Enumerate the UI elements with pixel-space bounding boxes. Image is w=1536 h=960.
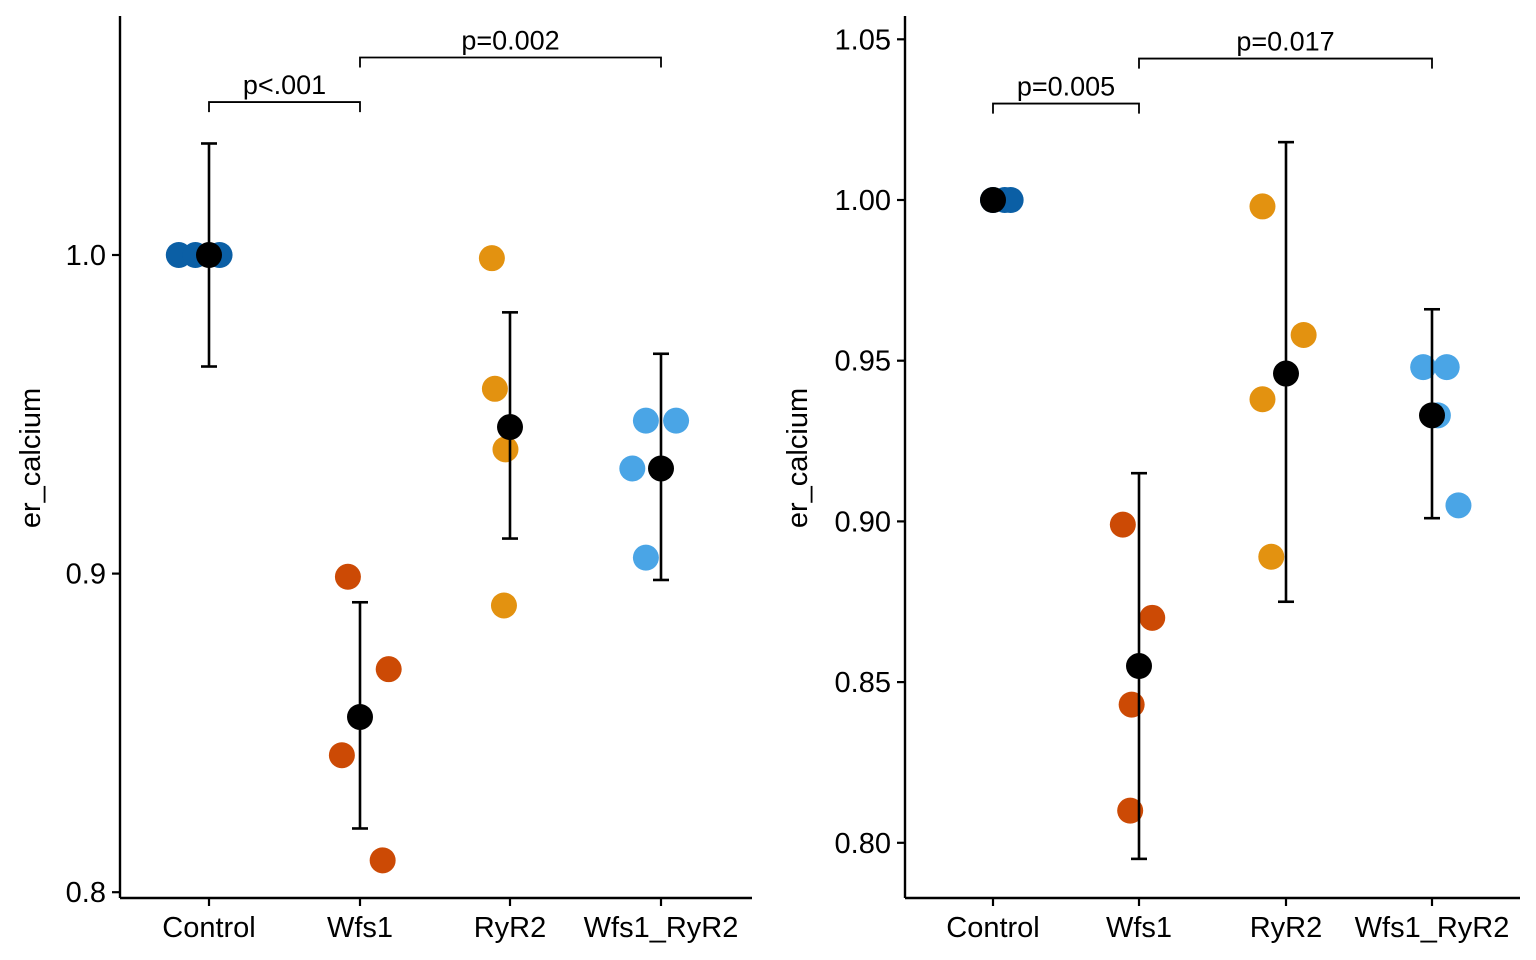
- mean-point: [1273, 360, 1299, 387]
- significance-bracket: [208, 101, 361, 113]
- data-point: [369, 847, 396, 874]
- x-tick-label: RyR2: [1250, 912, 1323, 944]
- data-point: [1258, 543, 1285, 570]
- y-tick-label: 1.00: [835, 185, 891, 217]
- data-point: [334, 563, 361, 590]
- p-value-label: p=0.002: [461, 25, 559, 55]
- x-tick-label: Control: [946, 912, 1040, 944]
- data-point: [492, 436, 519, 463]
- y-tick-label: 0.85: [835, 667, 891, 699]
- x-tick-label: Wfs1_RyR2: [1355, 912, 1510, 944]
- y-tick-label: 0.80: [835, 828, 891, 860]
- x-tick-label: Wfs1: [327, 912, 393, 944]
- mean-point: [196, 242, 222, 268]
- mean-point: [1126, 653, 1152, 680]
- data-point: [1249, 193, 1276, 220]
- data-point: [1109, 511, 1136, 538]
- data-point: [1445, 492, 1472, 519]
- significance-bracket: [359, 56, 662, 68]
- data-point: [1139, 604, 1166, 631]
- data-point: [478, 245, 505, 272]
- mean-point: [497, 414, 523, 441]
- data-point: [619, 455, 646, 482]
- data-point: [375, 656, 402, 683]
- p-value-label: p<.001: [243, 70, 326, 100]
- data-point: [663, 407, 690, 434]
- x-tick-label: Wfs1: [1106, 912, 1172, 944]
- y-tick-label: 0.90: [835, 506, 891, 538]
- x-tick-label: Control: [162, 912, 256, 944]
- mean-point: [648, 455, 674, 482]
- data-point: [481, 375, 508, 402]
- data-point: [1433, 354, 1460, 381]
- data-point: [1290, 321, 1317, 348]
- y-tick-label: 0.9: [66, 559, 106, 591]
- p-value-label: p=0.017: [1236, 27, 1334, 57]
- significance-bracket: [992, 102, 1140, 114]
- data-point: [1410, 354, 1437, 381]
- significance-bracket: [1138, 57, 1433, 69]
- y-axis-title: er_calcium: [15, 388, 47, 528]
- mean-point: [1419, 402, 1445, 429]
- data-point: [1249, 386, 1276, 413]
- x-tick-label: RyR2: [474, 912, 547, 944]
- p-value-label: p=0.005: [1017, 72, 1115, 102]
- mean-point: [980, 187, 1006, 213]
- y-tick-label: 0.95: [835, 346, 891, 378]
- data-point: [1118, 691, 1145, 718]
- mean-point: [347, 703, 373, 730]
- y-tick-label: 0.8: [66, 877, 106, 909]
- data-point: [632, 544, 659, 571]
- y-tick-label: 1.05: [835, 24, 891, 56]
- data-point: [1117, 797, 1144, 824]
- data-point: [632, 407, 659, 434]
- y-tick-label: 1.0: [66, 240, 106, 272]
- right-chart-panel: 1.05 1.00 0.95 0.90 0.85 0.80 Control Wfs1 RyR2 W…: [782, 16, 1520, 944]
- data-point: [490, 592, 517, 619]
- left-chart-panel: 1.0 0.9 0.8 Control Wfs1 RyR2 Wfs1_RyR2 er_calc…: [15, 16, 752, 944]
- x-tick-label: Wfs1_RyR2: [584, 912, 739, 944]
- data-point: [328, 742, 355, 769]
- y-axis-title: er_calcium: [782, 388, 814, 528]
